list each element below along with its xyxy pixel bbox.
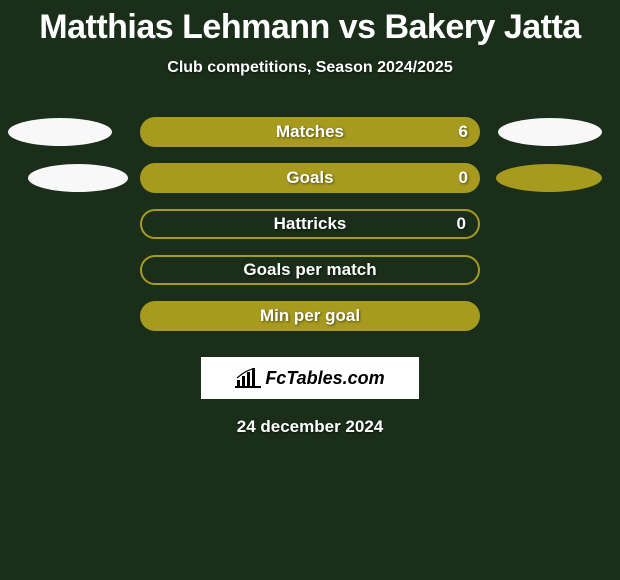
right-marker xyxy=(496,164,602,192)
stat-bar: Hattricks 0 xyxy=(140,209,480,239)
stat-row: Goals 0 xyxy=(10,155,610,201)
source-logo: FcTables.com xyxy=(201,357,419,399)
stat-label: Min per goal xyxy=(260,306,360,326)
stat-bar: Min per goal xyxy=(140,301,480,331)
date-label: 24 december 2024 xyxy=(0,417,620,437)
stat-value: 0 xyxy=(459,168,468,188)
stat-value: 0 xyxy=(457,214,466,234)
bar-chart-icon xyxy=(235,368,261,388)
left-marker xyxy=(28,164,128,192)
stat-bar: Goals per match xyxy=(140,255,480,285)
right-marker xyxy=(498,118,602,146)
subtitle: Club competitions, Season 2024/2025 xyxy=(0,59,620,77)
page-title: Matthias Lehmann vs Bakery Jatta xyxy=(0,0,620,47)
stat-row: Goals per match xyxy=(10,247,610,293)
stat-label: Matches xyxy=(276,122,344,142)
stat-label: Goals xyxy=(286,168,333,188)
stat-row: Min per goal xyxy=(10,293,610,339)
stat-label: Hattricks xyxy=(274,214,347,234)
comparison-chart: Matches 6 Goals 0 Hattricks 0 Goals per … xyxy=(0,109,620,339)
left-marker xyxy=(8,118,112,146)
stat-value: 6 xyxy=(459,122,468,142)
logo-text: FcTables.com xyxy=(265,368,384,389)
stat-bar: Goals 0 xyxy=(140,163,480,193)
stat-row: Hattricks 0 xyxy=(10,201,610,247)
stat-row: Matches 6 xyxy=(10,109,610,155)
stat-label: Goals per match xyxy=(243,260,376,280)
stat-bar: Matches 6 xyxy=(140,117,480,147)
